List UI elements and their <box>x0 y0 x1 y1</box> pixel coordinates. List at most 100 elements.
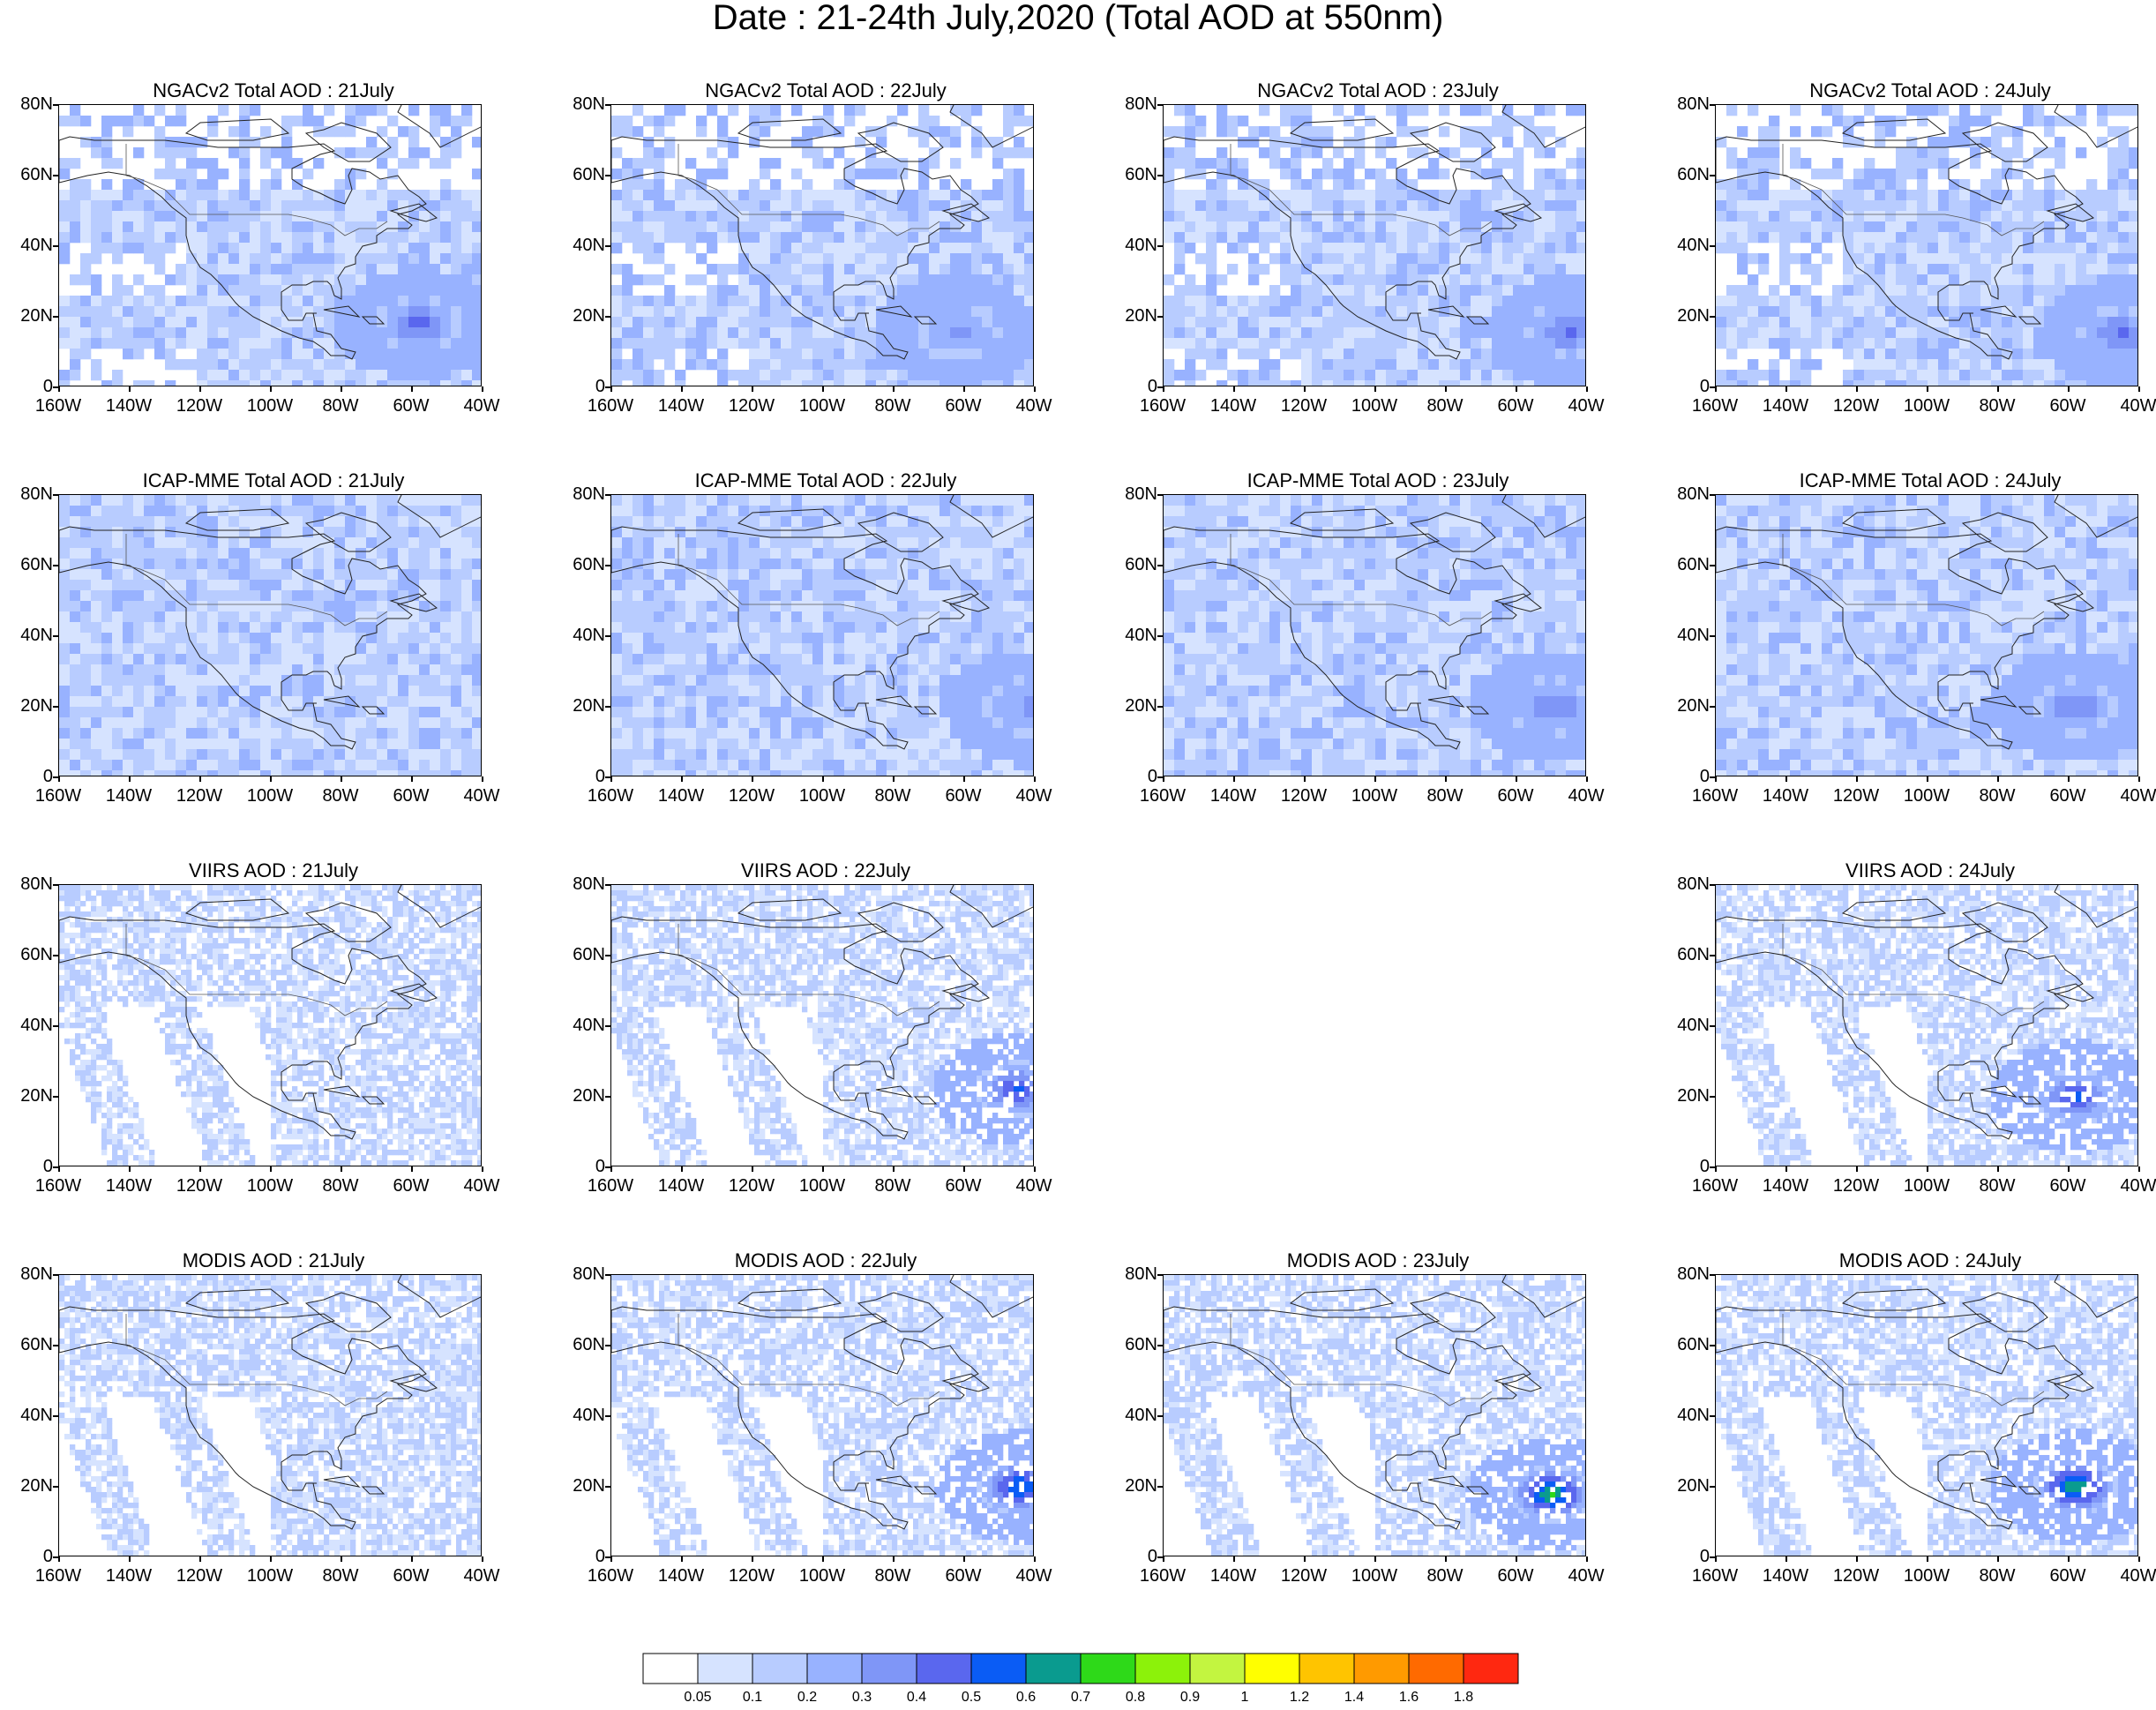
aod-cell <box>791 169 803 180</box>
aod-cell <box>398 569 409 581</box>
aod-cell <box>1014 211 1025 222</box>
aod-cell <box>1534 137 1546 148</box>
aod-cell <box>356 359 367 371</box>
aod-cell <box>165 274 176 286</box>
aod-cell <box>749 495 760 506</box>
aod-cell <box>271 327 282 339</box>
aod-cell <box>324 296 335 307</box>
aod-cell <box>1185 306 1196 318</box>
aod-cell <box>472 664 481 676</box>
aod-cell <box>1365 253 1376 265</box>
aod-cell <box>303 495 314 506</box>
aod-cell <box>1481 296 1493 307</box>
aod-cell <box>791 264 803 275</box>
aod-cell <box>207 760 219 771</box>
aod-cell <box>303 359 314 371</box>
aod-cell <box>749 211 760 222</box>
aod-cell <box>1291 264 1302 275</box>
aod-cell <box>1375 317 1387 328</box>
aod-cell <box>1024 200 1033 212</box>
aod-cell <box>1864 200 1875 212</box>
aod-cell <box>1460 190 1471 201</box>
aod-cell <box>303 232 314 244</box>
aod-cell <box>1354 380 1366 386</box>
aod-cell <box>1748 147 1759 159</box>
aod-cell <box>334 126 346 138</box>
aod-cell <box>207 601 219 612</box>
aod-cell <box>2044 380 2055 386</box>
aod-cell <box>812 516 824 528</box>
aod-cell <box>281 285 293 296</box>
aod-cell <box>611 232 623 244</box>
aod-cell <box>1449 359 1461 371</box>
aod-cell <box>112 590 124 602</box>
aod-cell <box>1449 370 1461 381</box>
aod-cell <box>1291 349 1302 360</box>
aod-cell <box>961 327 972 339</box>
aod-cell <box>1365 232 1376 244</box>
aod-cell <box>1248 274 1260 286</box>
aod-cell <box>430 770 441 776</box>
aod-cell <box>345 126 356 138</box>
aod-cell <box>2002 274 2013 286</box>
aod-cell <box>1800 338 1812 349</box>
aod-cell <box>1917 179 1928 191</box>
aod-cell <box>2044 190 2055 201</box>
aod-cell <box>1832 317 1844 328</box>
aod-cell <box>2086 338 2098 349</box>
aod-cell <box>1365 243 1376 254</box>
aod-cell <box>440 264 452 275</box>
aod-cell <box>377 739 388 750</box>
aod-cell <box>260 664 272 676</box>
aod-cell <box>982 137 993 148</box>
aod-cell <box>770 370 782 381</box>
aod-cell <box>929 506 940 517</box>
aod-cell <box>1748 274 1759 286</box>
aod-cell <box>1003 221 1014 233</box>
aod-cell <box>876 296 887 307</box>
aod-cell <box>1492 264 1503 275</box>
lat-tick <box>1710 245 1715 247</box>
aod-cell <box>834 285 845 296</box>
aod-cell <box>950 506 962 517</box>
aod-cell <box>207 675 219 686</box>
lon-tick-label: 40W <box>446 397 517 415</box>
aod-cell <box>707 495 718 506</box>
aod-cell <box>961 506 972 517</box>
aod-cell <box>1227 306 1239 318</box>
aod-cell <box>802 338 813 349</box>
aod-cell <box>728 211 739 222</box>
aod-cell <box>324 664 335 676</box>
aod-cell <box>472 717 481 729</box>
aod-cell <box>1407 370 1419 381</box>
aod-cell <box>430 559 441 570</box>
aod-cell <box>1449 338 1461 349</box>
aod-cell <box>1790 359 1801 371</box>
aod-cell <box>59 296 71 307</box>
aod-cell <box>387 749 399 761</box>
aod-cell <box>1555 211 1567 222</box>
aod-cell <box>1576 190 1585 201</box>
aod-cell <box>2118 169 2130 180</box>
aod-cell <box>2086 317 2098 328</box>
aod-cell <box>1502 137 1514 148</box>
aod-cell <box>101 516 113 528</box>
aod-cell <box>1980 105 1992 116</box>
aod-cell <box>2055 338 2066 349</box>
aod-cell <box>1748 327 1759 339</box>
aod-cell <box>929 495 940 506</box>
aod-cell <box>2129 274 2137 286</box>
aod-cell <box>738 495 750 506</box>
aod-cell <box>408 601 420 612</box>
aod-cell <box>271 221 282 233</box>
aod-cell <box>696 116 707 127</box>
aod-cell <box>91 611 102 623</box>
aod-cell <box>91 760 102 771</box>
island-outline <box>1841 118 1947 141</box>
aod-cell <box>271 516 282 528</box>
aod-cell <box>2012 147 2024 159</box>
aod-cell <box>1280 306 1291 318</box>
aod-cell <box>197 643 208 655</box>
aod-cell <box>791 370 803 381</box>
aod-cell <box>387 686 399 697</box>
